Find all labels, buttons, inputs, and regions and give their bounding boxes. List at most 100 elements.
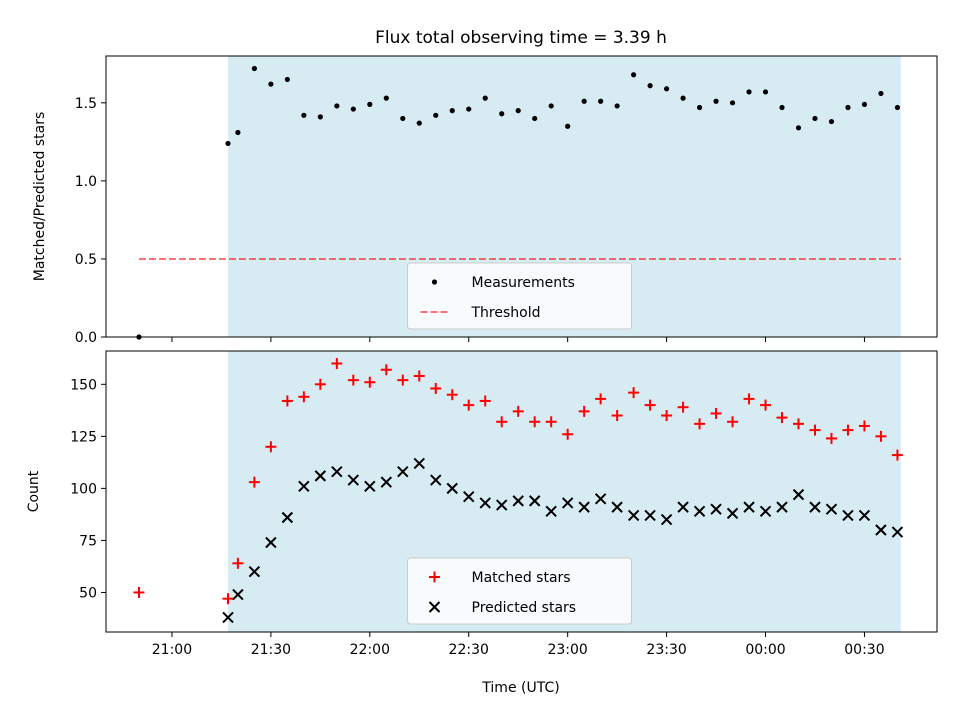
data-point (281, 511, 294, 524)
data-point (397, 374, 409, 386)
data-point (466, 106, 472, 112)
data-point (479, 497, 491, 509)
y-tick-label: 100 (70, 481, 97, 497)
data-point (809, 501, 821, 513)
data-point (595, 393, 607, 405)
data-point (281, 395, 293, 407)
data-point (594, 493, 607, 505)
data-point (446, 482, 458, 495)
data-point (627, 509, 640, 522)
x-tick-label: 00:00 (745, 642, 785, 658)
data-point (364, 376, 376, 388)
data-point (677, 401, 689, 413)
data-point (222, 611, 234, 624)
data-point (298, 480, 310, 493)
data-point (660, 513, 673, 526)
data-point (301, 112, 307, 118)
data-point (561, 497, 574, 509)
data-point (397, 466, 409, 478)
data-point (861, 101, 868, 107)
data-point (858, 509, 871, 522)
data-point (858, 420, 870, 432)
data-point (562, 428, 574, 440)
data-point (380, 364, 392, 376)
data-point (812, 115, 818, 122)
data-point (248, 476, 260, 488)
y-axis-label: Count (26, 470, 42, 512)
data-point (317, 114, 323, 120)
data-point (809, 424, 821, 436)
data-point (449, 108, 455, 114)
data-point (578, 405, 590, 417)
legend-box (407, 557, 632, 625)
data-point (878, 90, 884, 97)
data-point (515, 108, 521, 114)
data-point (463, 490, 475, 503)
data-point (598, 98, 604, 104)
data-point (413, 370, 425, 382)
x-tick-label: 21:00 (152, 642, 192, 658)
data-point (746, 89, 752, 95)
data-point (479, 395, 491, 407)
data-point (446, 389, 458, 401)
x-tick-label: 22:30 (449, 642, 489, 658)
series-predicted-stars (222, 457, 904, 624)
data-point (729, 100, 736, 106)
data-point (825, 432, 837, 444)
data-point (743, 501, 755, 513)
legend-marker (428, 601, 441, 613)
data-point (644, 399, 656, 411)
data-point (713, 98, 719, 104)
data-point (680, 95, 686, 101)
axes-frame (105, 55, 938, 338)
data-point (611, 410, 623, 422)
data-point (265, 536, 277, 549)
series-matched-stars (133, 357, 903, 605)
data-point (268, 81, 274, 87)
legend-label: Measurements (472, 275, 575, 291)
chart-title: Flux total observing time = 3.39 h (375, 28, 667, 48)
data-point (367, 101, 373, 107)
data-point (614, 103, 620, 109)
data-point (528, 495, 541, 507)
legend-box (407, 262, 632, 330)
data-point (433, 112, 439, 118)
data-point (400, 115, 406, 122)
data-point (298, 391, 310, 403)
y-tick-label: 0.5 (75, 252, 97, 268)
x-tick-label: 00:30 (844, 642, 884, 658)
data-point (842, 509, 854, 522)
data-point (825, 503, 838, 515)
y-axis-label: Matched/Predicted stars (32, 112, 48, 282)
data-point (413, 457, 425, 470)
data-point (776, 412, 788, 424)
data-point (644, 509, 656, 522)
data-point (743, 393, 755, 405)
data-point (545, 505, 557, 517)
data-point (347, 374, 359, 386)
data-point (759, 505, 772, 517)
data-point (727, 416, 739, 428)
data-point (383, 95, 389, 101)
data-point (235, 129, 241, 136)
data-point (776, 501, 788, 513)
data-point (792, 488, 805, 501)
data-point (677, 501, 689, 513)
data-point (314, 470, 327, 482)
series-measurements (136, 65, 901, 340)
data-point (565, 123, 571, 129)
y-tick-label: 50 (79, 585, 97, 601)
data-point (581, 98, 587, 104)
data-point (710, 503, 722, 515)
legend-marker (431, 279, 438, 285)
data-point (548, 103, 554, 109)
legend-label: Matched stars (472, 570, 571, 586)
data-point (232, 588, 244, 601)
data-point (334, 103, 340, 109)
data-point (331, 357, 343, 369)
data-point (496, 416, 508, 428)
data-point (693, 505, 706, 517)
data-point (611, 501, 623, 513)
data-point (512, 495, 524, 507)
